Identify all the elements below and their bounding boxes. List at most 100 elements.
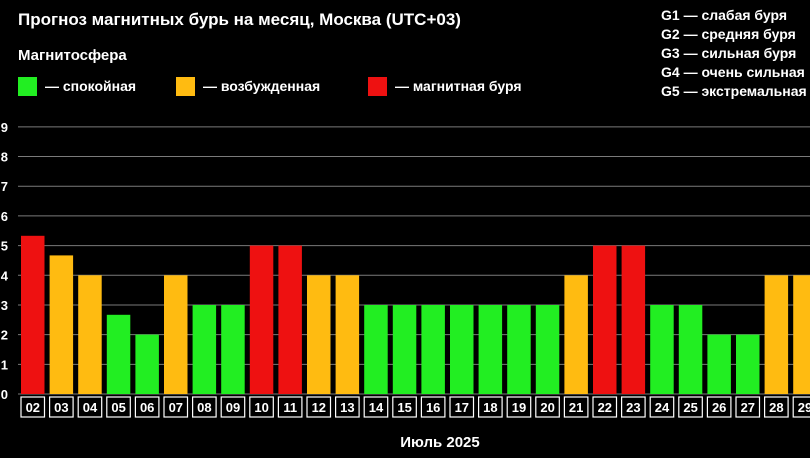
x-tick-box-09 bbox=[220, 396, 246, 418]
x-tick-box-16 bbox=[420, 396, 446, 418]
bar-11 bbox=[278, 245, 302, 394]
x-tick-label-03: 03 bbox=[54, 400, 68, 415]
x-tick-label-02: 02 bbox=[26, 400, 40, 415]
bar-27 bbox=[736, 334, 760, 394]
x-tick-label-15: 15 bbox=[397, 400, 411, 415]
bar-25 bbox=[678, 305, 703, 394]
x-tick-box-18 bbox=[478, 396, 503, 418]
x-tick-label-16: 16 bbox=[426, 400, 440, 415]
y-tick-label-0: 0 bbox=[1, 387, 8, 402]
x-tick-box-26 bbox=[706, 396, 732, 418]
x-tick-box-27 bbox=[735, 396, 761, 418]
x-tick-box-28 bbox=[763, 396, 789, 418]
bar-24 bbox=[650, 305, 674, 394]
bar-06 bbox=[135, 334, 159, 394]
y-tick-label-6: 6 bbox=[1, 209, 8, 224]
legend-label-excited: — возбужденная bbox=[203, 78, 321, 94]
legend-swatch-excited bbox=[176, 77, 195, 96]
x-tick-box-12 bbox=[306, 396, 332, 418]
bar-16 bbox=[421, 305, 445, 394]
bar-10 bbox=[249, 245, 274, 394]
g-scale-g1: G1 — слабая буря bbox=[661, 7, 788, 23]
bar-19 bbox=[507, 305, 531, 394]
x-tick-box-03 bbox=[48, 396, 74, 418]
x-tick-box-20 bbox=[535, 396, 560, 418]
x-tick-box-11 bbox=[277, 396, 303, 418]
bar-13 bbox=[335, 275, 360, 394]
x-tick-label-20: 20 bbox=[540, 400, 554, 415]
bar-12 bbox=[307, 275, 331, 394]
bar-09 bbox=[221, 305, 245, 394]
legend-label-storm: — магнитная буря bbox=[395, 78, 522, 94]
bar-05 bbox=[106, 314, 131, 394]
x-tick-box-06 bbox=[134, 396, 160, 418]
x-tick-labels: 02 03 04 05 06 07 08 09 10 11 12 13 14 15 16 17 18 19 20 21… bbox=[20, 396, 810, 418]
bar-29 bbox=[793, 275, 810, 394]
x-tick-label-24: 24 bbox=[655, 400, 670, 415]
x-tick-label-19: 19 bbox=[512, 400, 526, 415]
x-tick-box-19 bbox=[506, 396, 532, 418]
g-scale-g4: G4 — очень сильная bbox=[661, 64, 805, 80]
x-tick-label-12: 12 bbox=[312, 400, 326, 415]
bar-03 bbox=[49, 255, 74, 394]
legend-label-calm: — спокойная bbox=[45, 78, 137, 94]
bar-08 bbox=[192, 305, 217, 394]
g-scale-g2: G2 — средняя буря bbox=[661, 26, 796, 42]
x-tick-label-11: 11 bbox=[283, 400, 297, 415]
bar-14 bbox=[364, 305, 388, 394]
x-tick-label-10: 10 bbox=[254, 400, 268, 415]
legend-swatch-storm bbox=[368, 77, 387, 96]
bar-18 bbox=[478, 305, 503, 394]
chart-title: Прогноз магнитных бурь на месяц, Москва … bbox=[18, 10, 461, 29]
x-tick-box-07 bbox=[163, 396, 189, 418]
x-tick-label-18: 18 bbox=[483, 400, 497, 415]
x-tick-label-04: 04 bbox=[83, 400, 98, 415]
g-scale-legend: G1 — слабая буря G2 — средняя буря G3 — … bbox=[661, 6, 810, 101]
g-scale-g3: G3 — сильная буря bbox=[661, 45, 797, 61]
bar-15 bbox=[392, 305, 417, 394]
x-tick-label-26: 26 bbox=[712, 400, 726, 415]
bar-04 bbox=[78, 275, 102, 394]
y-tick-label-9: 9 bbox=[1, 120, 8, 135]
x-tick-label-14: 14 bbox=[369, 400, 384, 415]
x-tick-label-05: 05 bbox=[111, 400, 125, 415]
x-tick-box-17 bbox=[449, 396, 475, 418]
x-tick-label-06: 06 bbox=[140, 400, 154, 415]
x-tick-label-08: 08 bbox=[197, 400, 211, 415]
y-tick-label-4: 4 bbox=[1, 268, 9, 283]
x-tick-box-21 bbox=[563, 396, 589, 418]
bar-28 bbox=[764, 275, 789, 394]
bar-17 bbox=[450, 305, 474, 394]
y-tick-label-8: 8 bbox=[1, 150, 8, 165]
x-tick-box-08 bbox=[192, 396, 217, 418]
x-tick-label-25: 25 bbox=[683, 400, 697, 415]
x-tick-box-04 bbox=[77, 396, 103, 418]
x-tick-label-27: 27 bbox=[741, 400, 755, 415]
x-tick-label-21: 21 bbox=[569, 400, 583, 415]
g-scale-g5: G5 — экстремальная bbox=[661, 83, 807, 99]
x-tick-box-25 bbox=[678, 396, 703, 418]
y-tick-label-3: 3 bbox=[1, 298, 8, 313]
bar-26 bbox=[707, 334, 731, 394]
bar-21 bbox=[564, 275, 588, 394]
x-tick-label-28: 28 bbox=[769, 400, 783, 415]
x-tick-box-24 bbox=[649, 396, 675, 418]
x-tick-label-09: 09 bbox=[226, 400, 240, 415]
bar-02 bbox=[21, 235, 45, 394]
x-tick-box-05 bbox=[106, 396, 131, 418]
x-tick-box-22 bbox=[592, 396, 618, 418]
y-tick-label-1: 1 bbox=[1, 357, 8, 372]
legend-swatch-calm bbox=[18, 77, 37, 96]
x-tick-label-22: 22 bbox=[598, 400, 612, 415]
x-tick-box-14 bbox=[363, 396, 389, 418]
x-tick-box-29 bbox=[792, 396, 810, 418]
x-tick-box-13 bbox=[335, 396, 360, 418]
y-tick-labels: 0 1 2 3 4 5 6 7 8 9 bbox=[1, 120, 9, 402]
x-axis-title: Июль 2025 bbox=[400, 434, 480, 451]
x-tick-label-07: 07 bbox=[169, 400, 183, 415]
x-tick-box-02 bbox=[20, 396, 46, 418]
x-tick-box-15 bbox=[392, 396, 417, 418]
x-tick-box-10 bbox=[249, 396, 274, 418]
x-tick-label-23: 23 bbox=[626, 400, 640, 415]
magnetosphere-heading: Магнитосфера bbox=[18, 47, 127, 64]
